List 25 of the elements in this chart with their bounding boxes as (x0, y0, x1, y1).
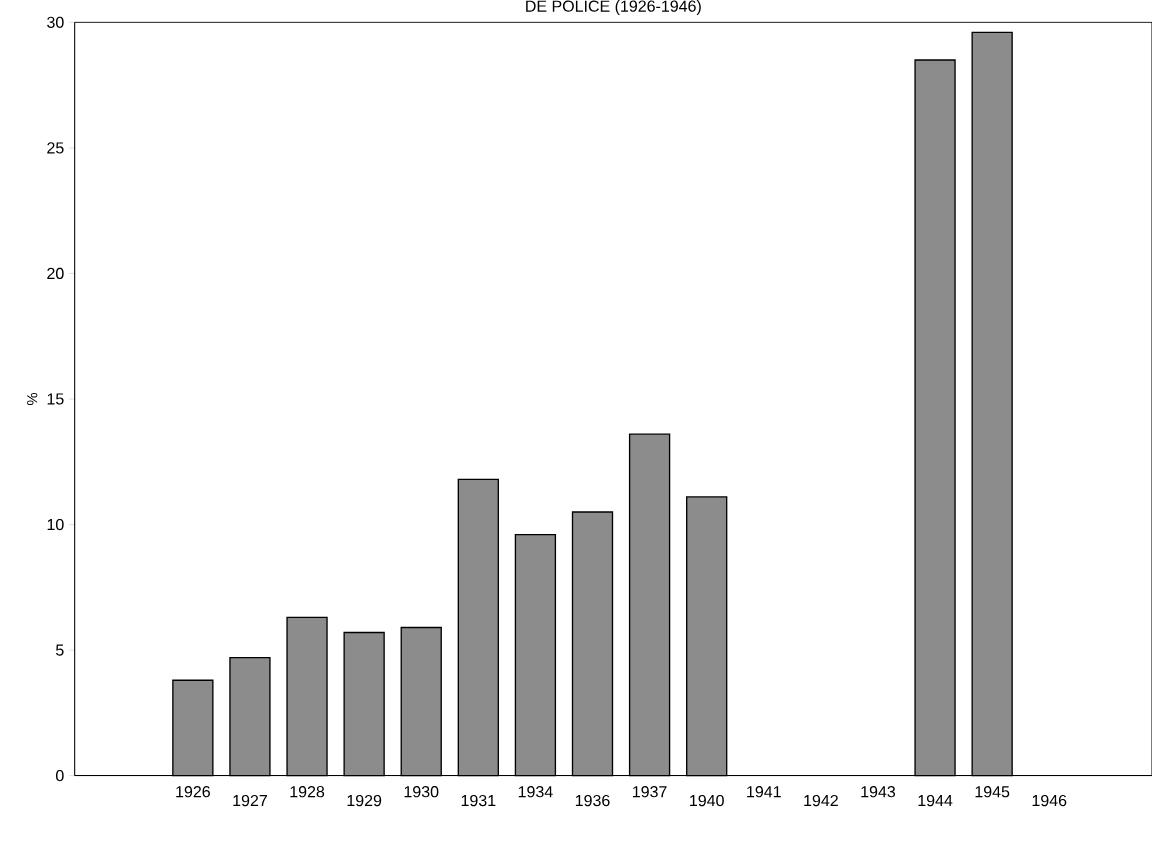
x-tick-label: 1942 (804, 794, 838, 807)
y-tick-label: 15 (47, 393, 64, 405)
y-axis-title: % (27, 393, 38, 405)
x-tick-label: 1927 (233, 794, 267, 807)
x-tick-label: 1943 (861, 786, 896, 798)
y-tick-label: 10 (47, 518, 64, 531)
y-tick-label: 25 (47, 142, 64, 154)
x-tick-label: 1937 (633, 786, 667, 798)
x-tick-label: 1946 (1032, 794, 1067, 807)
x-tick-label: 1930 (404, 786, 439, 798)
x-tick-label: 1941 (747, 786, 781, 798)
x-tick-label: 1934 (518, 786, 553, 798)
chart-title: DE POLICE (1926-1946) (526, 0, 701, 15)
y-tick-label: 20 (47, 267, 64, 280)
x-tick-label: 1945 (975, 786, 1010, 798)
x-tick-label: 1931 (461, 794, 496, 807)
x-tick-label: 1940 (690, 794, 724, 807)
y-tick-label: 0 (56, 769, 64, 782)
x-tick-label: 1944 (918, 794, 953, 807)
x-tick-label: 1928 (290, 786, 325, 798)
x-tick-label: 1929 (347, 794, 382, 807)
x-tick-label: 1926 (176, 786, 210, 798)
x-tick-label: 1936 (575, 794, 610, 807)
y-tick-label: 5 (56, 644, 64, 656)
y-tick-label: 30 (47, 16, 64, 28)
